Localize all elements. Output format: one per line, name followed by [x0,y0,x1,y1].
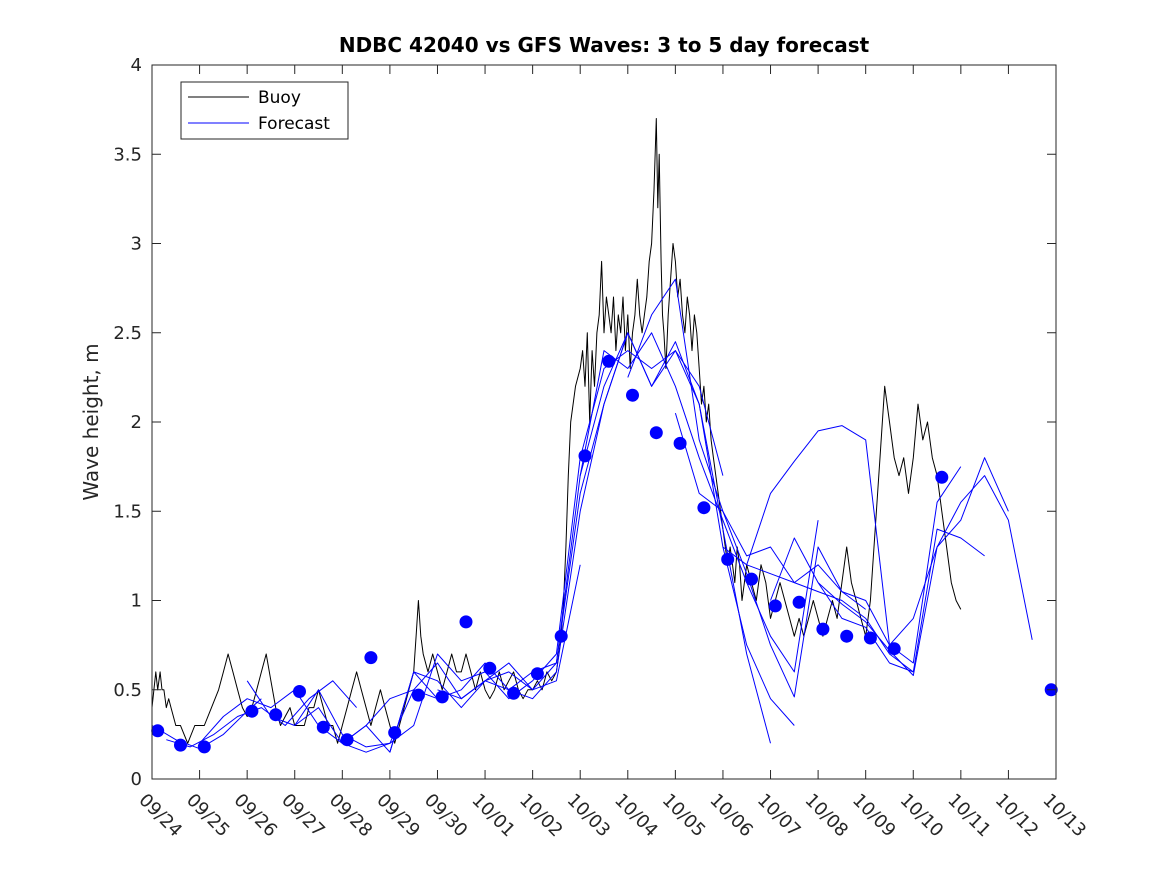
forecast-point [649,426,663,440]
forecast-point [411,688,425,702]
forecast-point [174,738,187,752]
y-tick-label: 2.5 [113,323,142,344]
forecast-point [626,388,639,402]
forecast-point [151,724,165,738]
forecast-point [935,470,949,484]
forecast-point [792,595,806,609]
legend-box [180,81,349,140]
y-tick-label: 0 [131,769,142,790]
forecast-point [269,708,283,722]
y-tick-label: 3 [131,234,142,255]
forecast-point [435,690,449,704]
forecast-line [342,564,581,753]
legend-forecast-label: Forecast [258,114,330,134]
forecast-point [768,599,782,613]
forecast-line [627,278,866,698]
forecast-line [722,466,962,664]
y-tick-label: 3.5 [113,144,142,165]
y-tick-label: 0.5 [113,680,142,701]
forecast-point [483,661,497,675]
y-tick-label: 1 [131,591,142,612]
chart-title: NDBC 42040 vs GFS Waves: 3 to 5 day fore… [339,33,870,57]
forecast-line [294,653,533,753]
forecast-point [554,629,568,643]
y-tick-label: 2 [131,412,142,433]
forecast-line [246,662,486,748]
forecast-point [507,686,521,700]
forecast-point [673,436,687,450]
forecast-point [863,631,877,645]
forecast-point [316,720,330,734]
forecast-point [388,726,402,740]
y-axis: 0 0.5 1 1.5 2 2.5 3 3.5 4 [113,55,1056,790]
forecast-point [197,740,211,754]
forecast-dots [151,354,1058,754]
forecast-point [364,651,378,665]
legend-buoy-label: Buoy [258,88,301,108]
y-tick-label: 1.5 [113,501,142,522]
forecast-point [293,685,306,698]
forecast-point [887,642,901,656]
forecast-point [602,354,616,368]
forecast-point [245,704,259,718]
plot-area [152,65,1056,779]
forecast-point [816,622,830,636]
y-axis-label: Wave height, m [79,343,103,500]
forecast-point [745,572,758,586]
forecast-point [459,615,473,629]
forecast-point [578,449,592,463]
forecast-line [579,332,819,673]
y-tick-label: 4 [131,55,142,76]
forecast-point [530,667,544,681]
forecast-line [484,332,771,744]
forecast-line [817,528,985,673]
forecast-point [840,629,854,643]
forecast-point [721,552,735,566]
legend: Buoy Forecast [180,81,349,140]
forecast-point [340,733,354,747]
forecast-line [166,680,357,748]
forecast-point [697,501,711,515]
